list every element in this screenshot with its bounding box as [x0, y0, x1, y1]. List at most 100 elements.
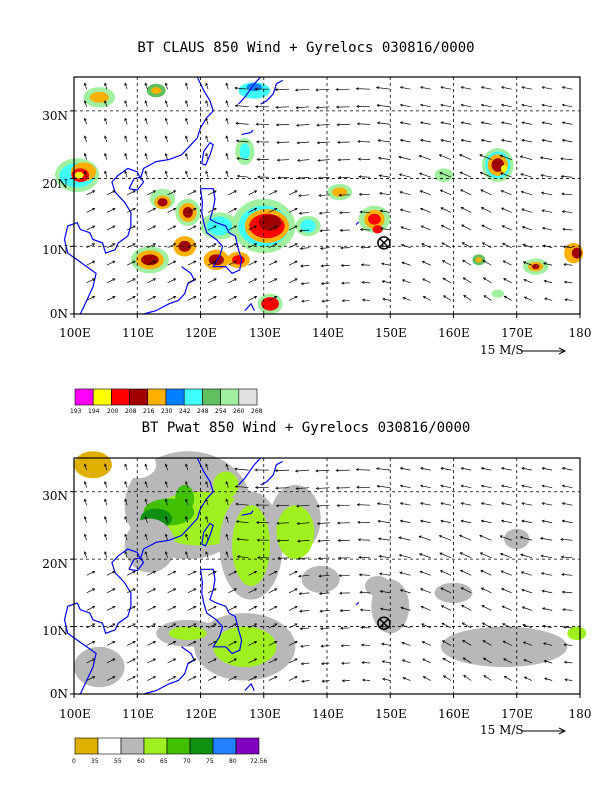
- wind-arrow: [358, 176, 371, 178]
- wind-arrow: [542, 485, 553, 489]
- p1-lat-10n: 10N: [42, 243, 68, 257]
- wind-arrow: [145, 153, 148, 160]
- wind-arrow: [521, 571, 533, 576]
- p1-cb-label: 216: [143, 408, 155, 415]
- wind-arrow-head: [316, 123, 320, 127]
- wind-arrow-head: [482, 657, 487, 661]
- wind-arrow: [481, 605, 492, 611]
- wind-arrow-head: [317, 158, 321, 162]
- panel1-title: BT CLAUS 850 Wind + Gyrelocs 030816/0000: [137, 40, 475, 56]
- wind-arrow: [86, 296, 95, 301]
- wind-arrow-head: [112, 588, 116, 592]
- wind-arrow: [420, 86, 431, 90]
- wind-arrow: [248, 676, 257, 681]
- wind-arrow: [205, 534, 209, 541]
- wind-arrow: [288, 623, 298, 629]
- wind-arrow-head: [361, 678, 366, 682]
- wind-arrow-head: [92, 588, 96, 592]
- wind-arrow: [381, 263, 391, 266]
- wind-arrow: [298, 574, 310, 577]
- wind-arrow-head: [319, 246, 324, 250]
- wind-arrow-head: [104, 498, 107, 502]
- wind-arrow: [481, 467, 492, 471]
- wind-arrow: [440, 86, 452, 90]
- wind-arrow: [225, 135, 229, 143]
- wind-arrow-head: [193, 570, 197, 574]
- wind-arrow: [236, 538, 249, 541]
- wind-arrow-head: [500, 121, 505, 125]
- wind-arrow-head: [338, 175, 342, 180]
- wind-arrow-head: [480, 484, 484, 488]
- wind-arrow-head: [144, 498, 148, 502]
- wind-arrow: [501, 588, 512, 594]
- wind-arrow-head: [480, 467, 484, 471]
- wind-arrow: [84, 464, 87, 471]
- wind-arrow: [441, 225, 452, 231]
- wind-arrow-head: [83, 533, 87, 537]
- wind-arrow-head: [421, 260, 425, 264]
- wind-arrow-head: [399, 208, 404, 212]
- wind-arrow: [401, 642, 411, 646]
- wind-arrow-head: [320, 662, 325, 666]
- wind-arrow: [564, 661, 573, 664]
- wind-arrow: [248, 623, 257, 629]
- wind-arrow: [106, 588, 116, 594]
- wind-arrow: [268, 623, 277, 629]
- p2-shade-7: [213, 471, 239, 499]
- wind-arrow: [86, 190, 95, 196]
- wind-arrow-head: [193, 623, 197, 627]
- wind-arrow: [481, 104, 492, 108]
- wind-arrow-head: [300, 662, 304, 666]
- wind-arrow: [145, 118, 148, 125]
- p1-shade-52: [571, 247, 582, 259]
- wind-arrow-head: [235, 139, 239, 143]
- wind-arrow-head: [164, 100, 168, 104]
- wind-arrow: [277, 539, 290, 542]
- wind-arrow-head: [92, 570, 96, 574]
- wind-arrow-head: [132, 296, 136, 299]
- wind-arrow: [165, 83, 168, 90]
- wind-arrow: [228, 190, 237, 196]
- wind-arrow: [561, 175, 573, 178]
- wind-arrow-head: [294, 641, 298, 644]
- wind-arrow: [126, 588, 136, 594]
- wind-arrow-head: [185, 516, 188, 520]
- wind-arrow: [295, 88, 310, 91]
- wind-arrow: [419, 155, 431, 160]
- wind-arrow-head: [124, 498, 128, 502]
- wind-arrow: [165, 516, 168, 523]
- wind-arrow-head: [561, 573, 565, 577]
- wind-arrow-head: [164, 82, 168, 86]
- wind-arrow: [420, 139, 431, 143]
- wind-arrow-head: [398, 553, 402, 557]
- wind-arrow-head: [173, 207, 177, 211]
- wind-arrow: [248, 260, 257, 266]
- wind-arrow: [147, 208, 156, 213]
- wind-arrow: [378, 520, 391, 524]
- wind-arrow-head: [541, 484, 545, 488]
- wind-arrow-head: [92, 623, 96, 627]
- wind-arrow-head: [318, 211, 322, 215]
- wind-arrow-head: [521, 208, 525, 212]
- wind-arrow: [145, 171, 148, 178]
- p2-coastline: [244, 682, 255, 692]
- wind-arrow-head: [225, 135, 229, 139]
- p1-coastline: [201, 141, 214, 166]
- wind-arrow: [543, 245, 553, 248]
- p2-storm-cross: [379, 618, 389, 628]
- wind-arrow-head: [213, 243, 217, 246]
- wind-arrow-head: [400, 243, 405, 247]
- wind-arrow: [187, 658, 197, 664]
- wind-arrow: [167, 225, 176, 231]
- wind-arrow: [167, 260, 176, 266]
- wind-arrow-head: [460, 587, 464, 591]
- wind-arrow-head: [338, 556, 342, 560]
- wind-arrow-head: [340, 626, 344, 630]
- wind-arrow: [225, 153, 229, 160]
- wind-arrow: [358, 158, 371, 160]
- wind-arrow-head: [299, 609, 303, 613]
- p2-wind-vectors: [83, 463, 573, 683]
- wind-arrow: [297, 539, 310, 542]
- wind-arrow-head: [295, 123, 300, 127]
- wind-arrow: [543, 625, 553, 629]
